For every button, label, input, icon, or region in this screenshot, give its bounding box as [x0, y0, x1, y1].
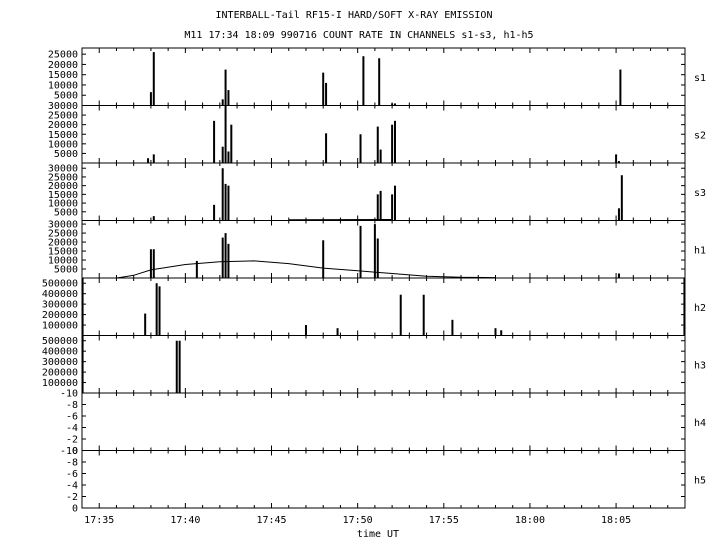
y-tick-label: 5000	[54, 149, 78, 160]
panel-frame	[81, 335, 686, 394]
y-tick-label: 200000	[42, 310, 78, 321]
y-tick-label: 0	[72, 504, 78, 515]
x-tick-label: 18:00	[515, 515, 545, 526]
y-tick-label: 5000	[54, 91, 78, 102]
channel-label: s1	[694, 73, 706, 84]
x-tick-label: 17:50	[343, 515, 373, 526]
y-tick-label: 30000	[48, 101, 78, 112]
x-tick-label: 17:45	[256, 515, 286, 526]
y-tick-label: 10000	[48, 139, 78, 150]
y-tick-label: 0	[72, 446, 78, 457]
y-tick-label: 30000	[48, 164, 78, 175]
chart-subtitle: M11 17:34 18:09 990716 COUNT RATE IN CHA…	[184, 30, 533, 41]
y-tick-label: -8	[66, 458, 78, 469]
time-axis: 17:35 17:40 17:45 17:50 17:55 18:00 18:05	[84, 515, 631, 526]
y-tick-label: 300000	[42, 357, 78, 368]
panel-frame	[81, 162, 686, 221]
channel-label: h5	[694, 475, 706, 486]
y-tick-label: 10000	[48, 256, 78, 267]
panel-frame	[81, 277, 686, 336]
y-tick-label: 15000	[48, 247, 78, 258]
y-tick-label: 30000	[48, 220, 78, 231]
panel-frame	[81, 47, 686, 106]
y-tick-label: 15000	[48, 70, 78, 81]
y-tick-label: 20000	[48, 120, 78, 131]
x-tick-label: 17:35	[84, 515, 114, 526]
channel-label: h3	[694, 360, 706, 371]
y-tick-label: -2	[66, 435, 78, 446]
chart-title: INTERBALL-Tail RF15-I HARD/SOFT X-RAY EM…	[216, 10, 493, 21]
channel-label: h1	[694, 245, 706, 256]
y-tick-label: 10000	[48, 199, 78, 210]
y-tick-label: -6	[66, 412, 78, 423]
panel-frame	[81, 392, 686, 451]
y-tick-label: 15000	[48, 190, 78, 201]
x-axis-label: time UT	[357, 529, 399, 540]
y-tick-label: 15000	[48, 130, 78, 141]
y-tick-label: 25000	[48, 172, 78, 183]
panel-frame	[81, 105, 686, 164]
channel-label: h4	[694, 418, 706, 429]
y-tick-label: 500000	[42, 336, 78, 347]
y-tick-label: 10000	[48, 80, 78, 91]
y-tick-label: -4	[66, 481, 78, 492]
y-tick-label: 400000	[42, 347, 78, 358]
y-tick-label: 100000	[42, 321, 78, 332]
channel-panels: 500010000150002000025000s150001000015000…	[42, 47, 706, 515]
y-tick-label: 5000	[54, 207, 78, 218]
y-tick-label: 200000	[42, 368, 78, 379]
y-tick-label: -6	[66, 469, 78, 480]
y-tick-label: 300000	[42, 300, 78, 311]
panel-frame	[81, 220, 686, 279]
y-tick-label: 5000	[54, 265, 78, 276]
y-tick-label: 20000	[48, 181, 78, 192]
x-tick-label: 18:05	[601, 515, 631, 526]
y-tick-label: -2	[66, 492, 78, 503]
y-tick-label: -10	[60, 446, 78, 457]
y-tick-label: -10	[60, 389, 78, 400]
y-tick-label: 100000	[42, 378, 78, 389]
y-tick-label: 20000	[48, 60, 78, 71]
y-tick-label: 20000	[48, 238, 78, 249]
y-tick-label: 500000	[42, 279, 78, 290]
y-tick-label: 25000	[48, 50, 78, 61]
x-tick-label: 17:40	[170, 515, 200, 526]
y-tick-label: 400000	[42, 289, 78, 300]
x-tick-label: 17:55	[429, 515, 459, 526]
y-tick-label: 25000	[48, 229, 78, 240]
channel-label: s2	[694, 130, 706, 141]
y-tick-label: -8	[66, 400, 78, 411]
channel-label: h2	[694, 303, 706, 314]
y-tick-label: 25000	[48, 111, 78, 122]
channel-label: s3	[694, 188, 706, 199]
panel-frame	[81, 450, 686, 509]
y-tick-label: -4	[66, 423, 78, 434]
